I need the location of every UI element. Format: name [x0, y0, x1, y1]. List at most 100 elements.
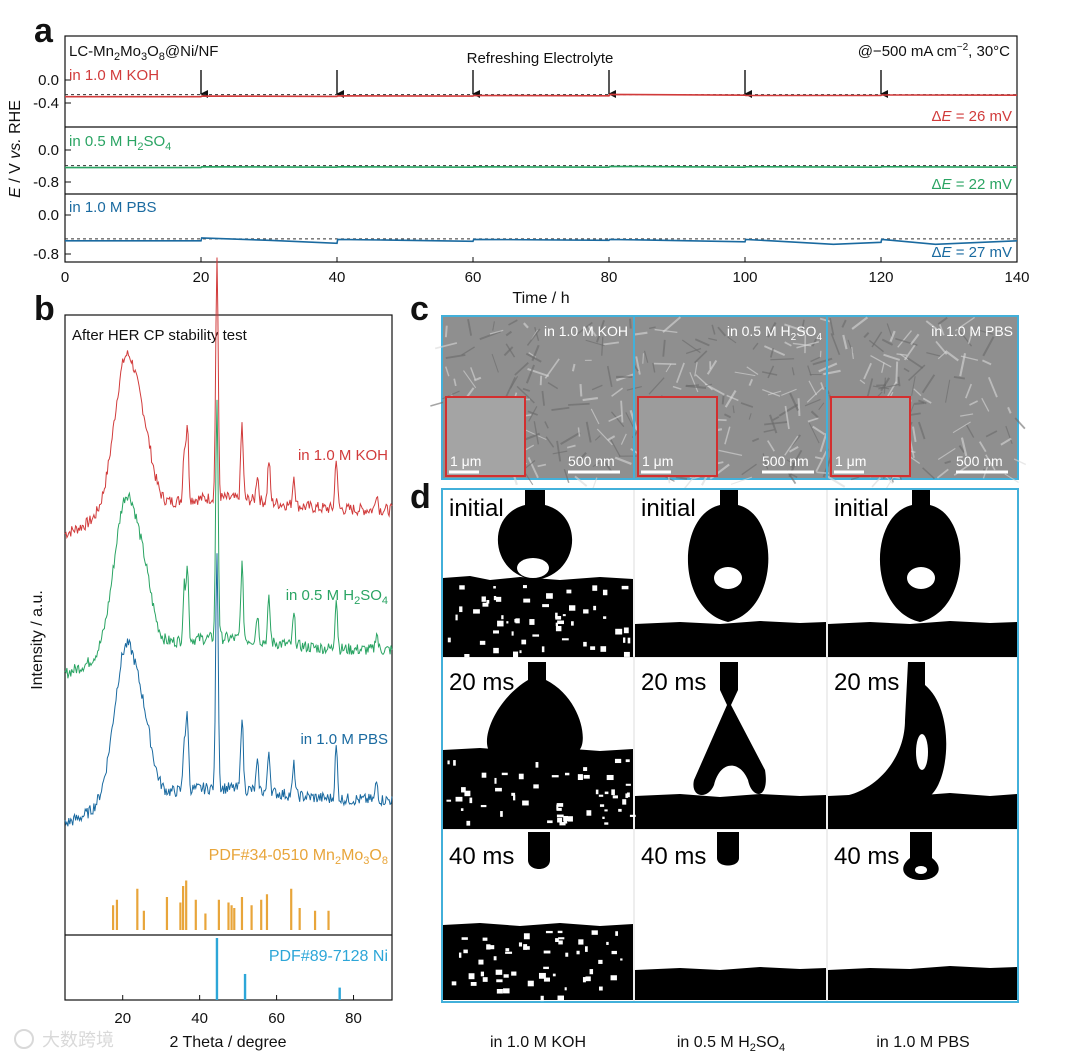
- sem-label-koh: in 1.0 M KOH: [544, 323, 628, 339]
- sem-fiber: [606, 365, 613, 388]
- sem-fiber: [851, 316, 869, 330]
- sem-fiber: [662, 316, 682, 333]
- substrate-pore: [612, 795, 618, 799]
- substrate-pore: [558, 940, 563, 945]
- sem-fiber: [525, 364, 536, 384]
- sem-fiber: [769, 414, 778, 434]
- sem-fiber: [819, 317, 831, 323]
- substrate-pore: [514, 618, 519, 623]
- substrate-pore: [480, 804, 487, 808]
- sem-fiber: [704, 383, 725, 396]
- refresh-arrows: [200, 70, 888, 98]
- sem-fiber: [819, 433, 828, 453]
- sem-fiber: [812, 425, 826, 436]
- substrate-pore: [610, 975, 617, 981]
- substrate-h2so4-40ms: [635, 967, 826, 1000]
- substrate-h2so4-initial: [635, 621, 826, 657]
- a-series-line-2: [65, 237, 1018, 246]
- substrate-pore: [621, 585, 629, 590]
- sem-fiber: [959, 353, 967, 377]
- substrate-pore: [511, 631, 514, 636]
- substrate-pore: [606, 774, 614, 781]
- sem-fiber: [829, 317, 835, 336]
- sem-fiber: [767, 321, 777, 338]
- substrate-pore: [527, 980, 534, 987]
- sem-label-h2so4: in 0.5 M H2SO4: [727, 323, 823, 343]
- sem-fiber: [514, 362, 529, 376]
- droplets-40ms: [528, 832, 939, 880]
- substrate-pore: [497, 970, 502, 975]
- sem-fiber: [1004, 473, 1019, 483]
- sem-fiber: [781, 388, 797, 396]
- sem-fiber: [863, 331, 870, 339]
- panel-a-frame: [64, 35, 1018, 263]
- substrate-pore: [455, 796, 463, 802]
- sem-fiber: [895, 337, 918, 347]
- substrate-pore: [623, 637, 626, 643]
- xrd-trace-2: [64, 553, 393, 827]
- xrd-label-pbs: in 1.0 M PBS: [300, 731, 388, 748]
- sem-fiber: [609, 438, 621, 457]
- substrate-pore: [541, 646, 545, 653]
- substrate-pore: [500, 811, 503, 817]
- sem-fiber: [897, 376, 901, 387]
- sem-fiber: [463, 370, 477, 389]
- sem-fiber: [634, 331, 648, 336]
- sem-label-pbs: in 1.0 M PBS: [931, 323, 1013, 339]
- a-series-line-1: [65, 165, 1018, 169]
- sem-fiber: [922, 397, 932, 404]
- sem-fiber: [935, 340, 948, 355]
- substrate-pore: [521, 639, 527, 645]
- sem-fiber: [577, 427, 581, 437]
- sem-fiber: [547, 382, 559, 390]
- a-delta-2: ΔE = 27 mV: [932, 244, 1013, 261]
- panel-b-y-label: Intensity / a.u.: [29, 590, 46, 690]
- a-xtick-label-0: 0: [61, 269, 69, 286]
- substrate-pore: [552, 973, 556, 977]
- substrate-pore: [555, 616, 562, 620]
- droplet-time-initial-koh: initial: [449, 495, 504, 522]
- sem-fiber: [568, 455, 576, 466]
- sem-fiber: [653, 362, 677, 366]
- sem-fiber: [772, 416, 780, 421]
- ref-label-ni: PDF#89-7128 Ni: [269, 948, 388, 965]
- ref-label-mn: PDF#34-0510 Mn2Mo3O8: [209, 847, 388, 867]
- sem-fiber: [806, 387, 824, 403]
- substrate-pore: [593, 605, 597, 611]
- sem-fiber: [523, 322, 529, 329]
- sem-fiber: [936, 468, 949, 479]
- sem-fiber: [859, 379, 866, 385]
- sem-fiber: [762, 453, 769, 470]
- substrate-pore: [563, 820, 568, 824]
- substrate-pore: [583, 641, 587, 647]
- sem-fiber: [784, 435, 799, 456]
- sem-fiber: [881, 338, 894, 346]
- sem-fiber: [926, 351, 941, 357]
- sem-fiber: [649, 326, 656, 330]
- sem-fiber: [872, 385, 890, 390]
- substrate-pore: [623, 651, 630, 657]
- sem-fiber: [453, 378, 457, 387]
- substrate-pore: [446, 799, 452, 802]
- substrate-pore: [447, 760, 450, 765]
- sem-fiber: [544, 358, 560, 379]
- sem-fiber: [539, 375, 543, 386]
- sem-fiber: [648, 377, 665, 395]
- sem-fiber: [911, 376, 916, 396]
- caption-h2so4: in 0.5 M H2SO4: [677, 1034, 785, 1054]
- a-delta-0: ΔE = 26 mV: [932, 108, 1013, 125]
- sem-fiber: [944, 350, 959, 362]
- sem-fiber: [871, 331, 883, 348]
- substrate-pore: [564, 987, 567, 991]
- sem-fiber: [526, 328, 541, 346]
- substrate-pore: [557, 995, 564, 1000]
- sem-fiber: [592, 462, 600, 468]
- sem-fiber: [544, 421, 549, 429]
- substrate-pbs-40ms: [828, 966, 1017, 1000]
- sem-fiber: [937, 447, 956, 460]
- sem-fiber: [726, 394, 739, 402]
- substrate-pore: [556, 814, 564, 818]
- sem-fiber: [531, 344, 540, 362]
- droplet-time-initial-h2so4: initial: [641, 495, 696, 522]
- caption-koh: in 1.0 M KOH: [490, 1034, 586, 1051]
